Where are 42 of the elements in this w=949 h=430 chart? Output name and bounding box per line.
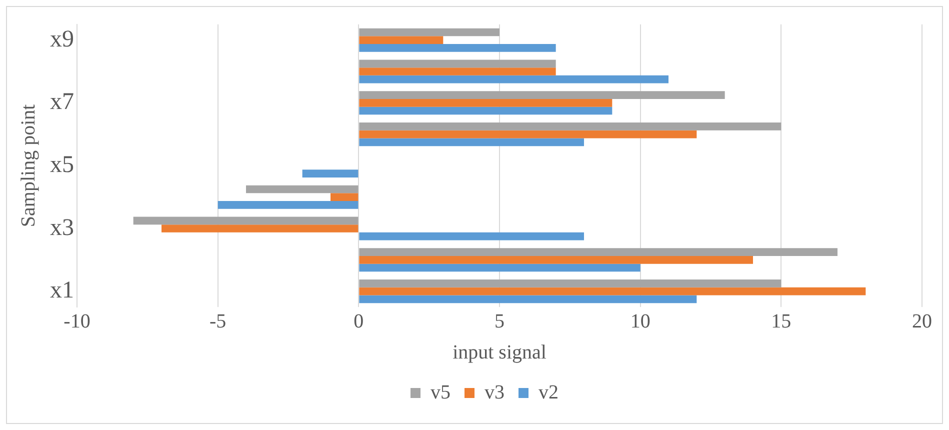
x-axis-title: input signal (452, 341, 547, 364)
bar (359, 122, 782, 130)
x-tick-label: 10 (630, 310, 650, 332)
x-tick-label: 15 (771, 310, 792, 332)
bar (359, 295, 697, 304)
bar (218, 201, 358, 209)
y-tick-label: x1 (50, 278, 74, 304)
bar (359, 75, 668, 84)
y-tick-label: x9 (50, 26, 74, 52)
bar (359, 91, 725, 99)
bar (246, 185, 358, 194)
bar (359, 280, 782, 288)
bar (359, 106, 612, 115)
bar (359, 98, 612, 107)
legend-label: v3 (484, 381, 504, 404)
bar (359, 264, 640, 272)
y-tick-label: x3 (50, 214, 74, 241)
bar (359, 256, 753, 264)
bar (359, 287, 866, 296)
bar (359, 138, 584, 146)
y-axis-title: Sampling point (17, 104, 40, 228)
bar (359, 130, 697, 138)
bar (302, 170, 358, 178)
y-tick-label: x5 (50, 152, 74, 178)
x-tick-label: -10 (64, 310, 90, 332)
bar (359, 36, 444, 44)
x-tick-label: 0 (354, 310, 364, 332)
bar (133, 216, 358, 225)
legend-label: v2 (538, 381, 558, 404)
bar (359, 60, 556, 68)
y-tick-label: x7 (50, 89, 74, 116)
bar (359, 44, 556, 52)
legend-label: v5 (430, 381, 450, 404)
bar (359, 28, 500, 36)
bar (162, 224, 358, 232)
bar (359, 248, 838, 256)
bar (359, 232, 584, 240)
x-tick-label: 20 (912, 310, 932, 332)
bar (330, 193, 358, 202)
bar (359, 68, 556, 76)
x-tick-label: -5 (209, 310, 226, 332)
x-tick-label: 5 (494, 310, 504, 332)
